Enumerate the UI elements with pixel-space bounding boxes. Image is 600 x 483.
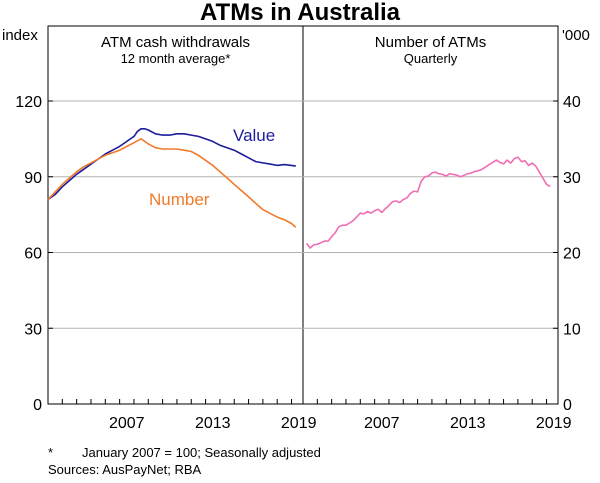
y-tick-label-right: 30 [563, 170, 581, 187]
x-tick-label-left: 2007 [109, 415, 145, 432]
series-line-atms [305, 156, 551, 249]
y-tick-label-right: 0 [563, 397, 572, 414]
y-tick-label-left: 30 [24, 321, 42, 338]
series-label-value: Value [233, 126, 275, 145]
x-tick-label-right: 2007 [364, 415, 400, 432]
x-tick-label-left: 2013 [195, 415, 231, 432]
chart-svg: ATMs in Australia ATM cash withdrawals12… [2, 0, 590, 432]
y-tick-label-left: 120 [15, 94, 42, 111]
y-tick-label-left: 0 [33, 397, 42, 414]
series-line-value [47, 128, 296, 201]
footnote-text: January 2007 = 100; Seasonally adjusted [82, 445, 321, 460]
series-label-number: Number [149, 190, 210, 209]
panel-subtitle-right: Quarterly [404, 51, 458, 66]
footnote-marker: * [48, 445, 54, 460]
panel-title-right: Number of ATMs [375, 34, 486, 51]
panel-subtitle-left: 12 month average* [121, 51, 231, 66]
y-tick-label-right: 10 [563, 321, 581, 338]
panel-title-left: ATM cash withdrawals [101, 34, 250, 51]
series-line-number [47, 138, 297, 228]
chart-title: ATMs in Australia [200, 0, 401, 26]
x-tick-label-right: 2019 [536, 415, 572, 432]
y-tick-label-left: 90 [24, 170, 42, 187]
y-tick-label-right: 40 [563, 94, 581, 111]
y-tick-label-right: 20 [563, 246, 581, 263]
y-tick-label-left: 60 [24, 246, 42, 263]
footnote: * January 2007 = 100; Seasonally adjusted [48, 444, 321, 461]
x-tick-label-right: 2013 [450, 415, 486, 432]
y-unit-right: '000 [562, 27, 590, 44]
sources-note: Sources: AusPayNet; RBA [48, 462, 202, 477]
x-tick-label-left: 2019 [281, 415, 317, 432]
y-unit-left: index [2, 27, 38, 44]
